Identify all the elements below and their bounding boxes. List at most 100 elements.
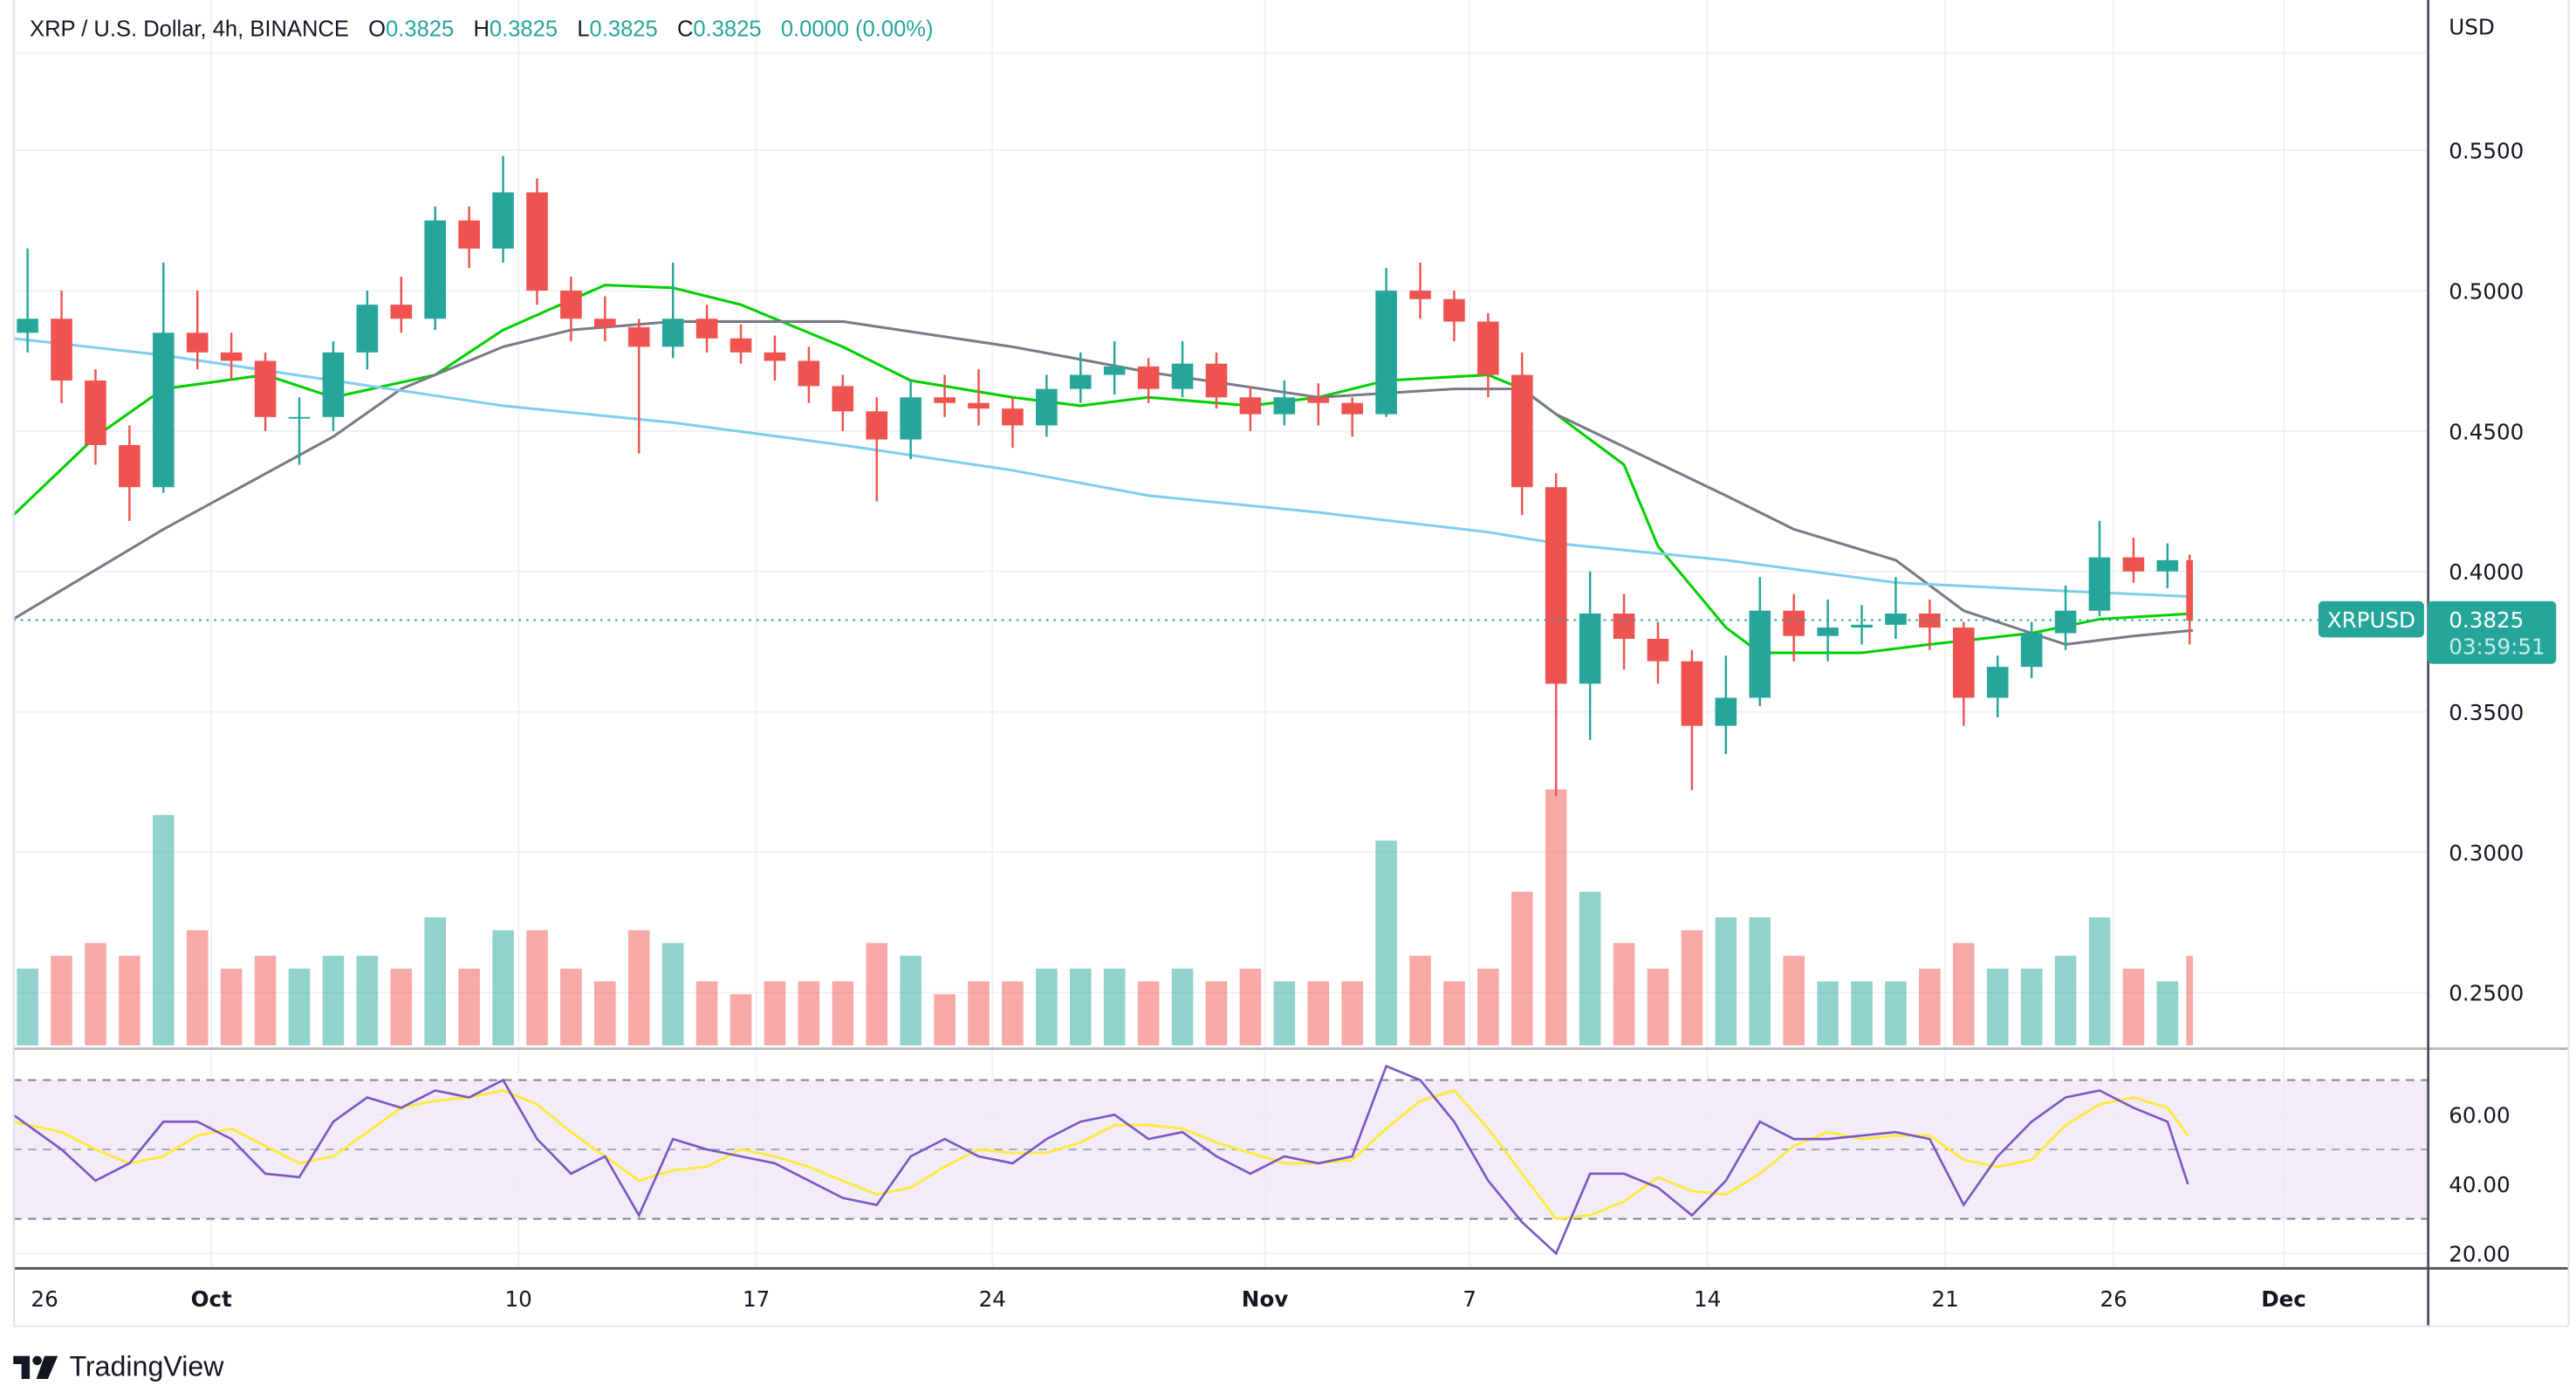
candle-body <box>220 352 243 361</box>
rsi-tick-label: 40.00 <box>2449 1172 2510 1197</box>
candle-body <box>1341 402 1363 415</box>
volume-bar <box>900 956 921 1046</box>
price-axis[interactable]: 0.5500 0.5000 0.4500 0.4000 0.3500 0.3000 0.25… <box>2449 139 2524 1006</box>
candle-body <box>2054 610 2077 634</box>
candle-body <box>1375 291 1397 415</box>
time-tick-label: 17 <box>743 1286 770 1312</box>
candle-body <box>322 352 345 417</box>
volume-bar <box>594 981 616 1046</box>
candle-body <box>695 319 718 339</box>
volume-bar <box>2054 956 2077 1046</box>
volume-bar <box>119 956 140 1046</box>
volume-bar <box>1613 943 1635 1046</box>
candle-body <box>832 386 854 412</box>
time-axis[interactable]: 26 Oct 10 17 24 Nov 7 14 21 26 Dec <box>31 1286 2305 1312</box>
volume-bar <box>1307 981 1330 1046</box>
candle-body <box>119 444 140 488</box>
candle-body <box>1919 613 1941 628</box>
candle-body <box>356 305 379 353</box>
symbol-badge-text: XRPUSD <box>2327 607 2415 633</box>
last-price-badge <box>2427 600 2557 664</box>
candle-body <box>1579 613 1601 684</box>
price-tick-label: 0.5500 <box>2449 139 2524 164</box>
time-tick-label: 26 <box>31 1286 58 1312</box>
volume-bar <box>17 968 38 1046</box>
symbol-title[interactable]: XRP / U.S. Dollar, 4h, BINANCE <box>30 16 349 42</box>
currency-label[interactable]: USD <box>2449 15 2495 40</box>
candle-body <box>288 416 311 419</box>
candle-body <box>458 220 480 249</box>
close-value: 0.3825 <box>693 16 762 42</box>
volume-bar <box>526 929 548 1046</box>
volume-bar <box>1036 968 1058 1046</box>
candle-body <box>1749 610 1771 698</box>
symbol-badge <box>2318 600 2424 638</box>
candle-body <box>1647 638 1669 662</box>
rsi-tick-label: 60.00 <box>2449 1103 2510 1128</box>
volume-bar <box>1545 789 1567 1046</box>
price-tick-label: 0.5000 <box>2449 279 2524 305</box>
volume-bar <box>866 943 888 1046</box>
volume-bar <box>1783 956 1805 1046</box>
candle-body <box>85 380 106 445</box>
volume-bars <box>17 789 2193 1046</box>
volume-bar <box>152 814 175 1046</box>
candle-body <box>390 305 413 319</box>
candle-body <box>2122 557 2145 572</box>
volume-bar <box>1205 981 1228 1046</box>
time-tick-label: 24 <box>979 1286 1006 1312</box>
candle-body <box>1885 613 1907 625</box>
candle-body <box>51 319 72 381</box>
candle-body <box>1307 397 1330 403</box>
price-tick-label: 0.4500 <box>2449 419 2524 444</box>
volume-bar <box>1069 968 1092 1046</box>
tradingview-logo-icon <box>13 1355 58 1380</box>
volume-bar <box>1749 917 1771 1046</box>
volume-bar <box>2020 968 2043 1046</box>
volume-bar <box>1715 917 1737 1046</box>
candle-body <box>730 338 752 353</box>
price-tick-label: 0.3000 <box>2449 840 2524 866</box>
chart-canvas[interactable]: USD 0.5500 0.5000 0.4500 0.4000 0.3500 0.3000… <box>0 0 2576 1331</box>
volume-bar <box>85 943 106 1046</box>
candle-body <box>1239 397 1262 415</box>
open-label: O <box>368 16 387 42</box>
candle-body <box>1613 613 1635 639</box>
time-tick-label: 7 <box>1463 1286 1476 1312</box>
candle-body <box>1069 374 1092 389</box>
candle-body <box>627 326 650 347</box>
volume-bar <box>661 943 684 1046</box>
candle-body <box>934 397 956 403</box>
volume-bar <box>186 929 209 1046</box>
rsi-tick-label: 20.00 <box>2449 1242 2510 1267</box>
high-label: H <box>473 16 490 42</box>
high-value: 0.3825 <box>489 16 558 42</box>
candle-body <box>2186 559 2193 621</box>
volume-bar <box>424 917 446 1046</box>
candle-body <box>1443 298 1465 322</box>
candle-body <box>1409 291 1431 299</box>
candle-body <box>1817 627 1839 636</box>
volume-bar <box>1579 891 1601 1046</box>
volume-bar <box>1375 840 1397 1046</box>
close-label: C <box>676 16 694 42</box>
open-value: 0.3825 <box>386 16 455 42</box>
candles <box>17 155 2193 797</box>
price-tick-label: 0.4000 <box>2449 559 2524 585</box>
tradingview-logo[interactable]: TradingView <box>13 1351 224 1384</box>
volume-bar <box>2186 956 2193 1046</box>
candle-body <box>661 319 684 347</box>
low-label: L <box>577 16 590 42</box>
candle-body <box>1205 363 1228 398</box>
volume-bar <box>764 981 786 1046</box>
volume-bar <box>730 994 752 1046</box>
volume-bar <box>356 956 379 1046</box>
rsi-indicator <box>12 1064 2189 1256</box>
volume-bar <box>1341 981 1363 1046</box>
volume-bar <box>1885 981 1907 1046</box>
candle-body <box>526 192 548 291</box>
volume-bar <box>2088 917 2111 1046</box>
volume-bar <box>492 929 514 1046</box>
rsi-axis[interactable]: 60.00 40.00 20.00 <box>2449 1103 2510 1267</box>
